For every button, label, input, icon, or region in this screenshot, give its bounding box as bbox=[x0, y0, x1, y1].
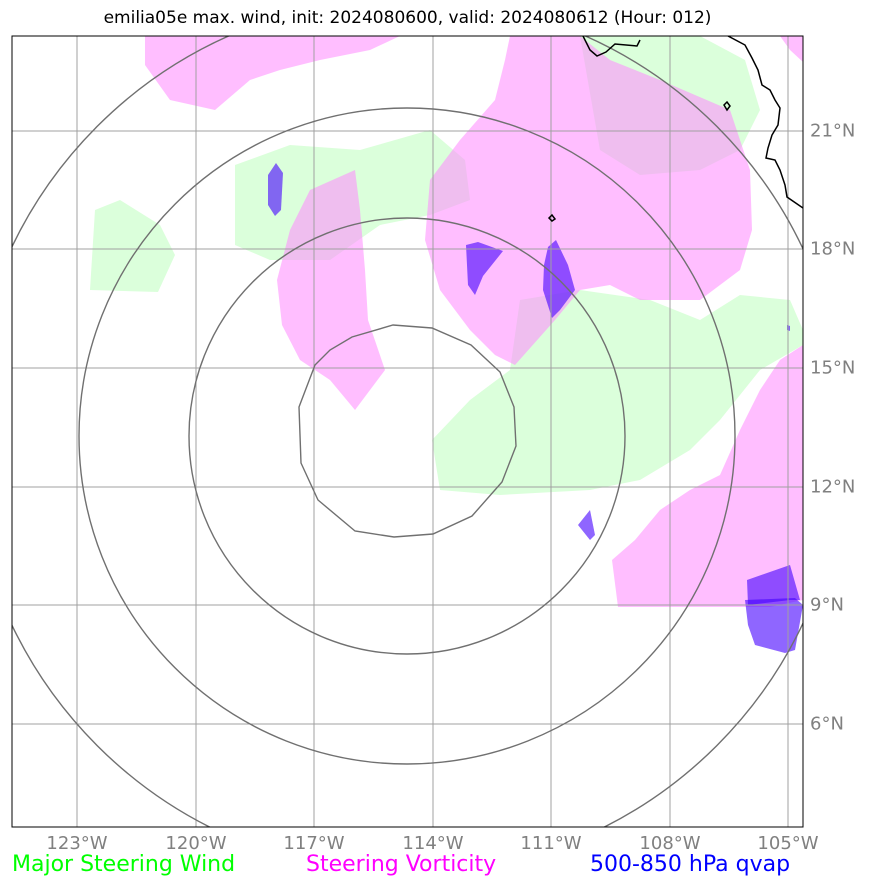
map-frame bbox=[11, 35, 804, 828]
legend-steering-wind: Major Steering Wind bbox=[12, 852, 236, 877]
legend-steering-vorticity: Steering Vorticity bbox=[306, 852, 497, 877]
lon-label-117w: 117°W bbox=[283, 833, 345, 854]
lon-label-111w: 111°W bbox=[520, 833, 582, 854]
lat-label-21n: 21°N bbox=[810, 120, 856, 142]
map-graticule bbox=[12, 36, 803, 827]
lon-label-123w: 123°W bbox=[46, 833, 108, 854]
lon-label-114w: 114°W bbox=[402, 833, 464, 854]
lon-label-105w: 105°W bbox=[757, 833, 819, 854]
lat-label-15n: 15°N bbox=[810, 357, 856, 379]
lat-label-6n: 6°N bbox=[810, 713, 844, 735]
lat-label-18n: 18°N bbox=[810, 238, 856, 260]
lat-label-9n: 9°N bbox=[810, 594, 844, 616]
legend-qvap: 500-850 hPa qvap bbox=[590, 852, 791, 877]
lat-label-12n: 12°N bbox=[810, 476, 856, 498]
range-rings bbox=[12, 36, 803, 827]
lon-label-120w: 120°W bbox=[165, 833, 227, 854]
lon-label-108w: 108°W bbox=[639, 833, 701, 854]
coastline bbox=[547, 36, 803, 222]
map-title: emilia05e max. wind, init: 2024080600, v… bbox=[103, 8, 712, 28]
